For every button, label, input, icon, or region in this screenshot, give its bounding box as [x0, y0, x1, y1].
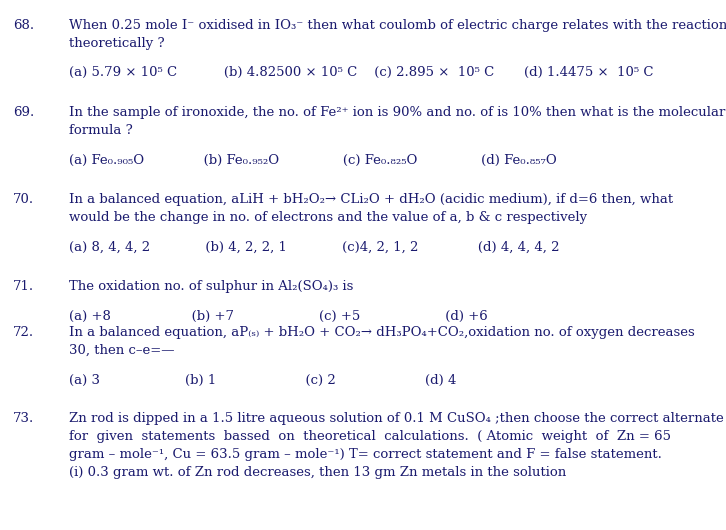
Text: (a) Fe₀.₉₀₅O              (b) Fe₀.₉₅₂O               (c) Fe₀.₈₂₅O               : (a) Fe₀.₉₀₅O (b) Fe₀.₉₅₂O (c) Fe₀.₈₂₅O	[69, 154, 557, 167]
Text: The oxidation no. of sulphur in Al₂(SO₄)₃ is: The oxidation no. of sulphur in Al₂(SO₄)…	[69, 280, 354, 293]
Text: 71.: 71.	[13, 280, 34, 293]
Text: formula ?: formula ?	[69, 124, 133, 137]
Text: 73.: 73.	[13, 412, 34, 426]
Text: gram – mole⁻¹, Cu = 63.5 gram – mole⁻¹) T= correct statement and F = false state: gram – mole⁻¹, Cu = 63.5 gram – mole⁻¹) …	[69, 448, 662, 462]
Text: theoretically ?: theoretically ?	[69, 37, 165, 50]
Text: (a) 5.79 × 10⁵ C           (b) 4.82500 × 10⁵ C    (c) 2.895 ×  10⁵ C       (d) 1: (a) 5.79 × 10⁵ C (b) 4.82500 × 10⁵ C (c)…	[69, 66, 653, 80]
Text: 68.: 68.	[13, 19, 34, 32]
Text: would be the change in no. of electrons and the value of a, b & c respectively: would be the change in no. of electrons …	[69, 211, 587, 225]
Text: (a) +8                   (b) +7                    (c) +5                    (d): (a) +8 (b) +7 (c) +5 (d)	[69, 310, 488, 323]
Text: 30, then c–e=—: 30, then c–e=—	[69, 344, 174, 357]
Text: In a balanced equation, aP₍ₛ₎ + bH₂O + CO₂→ dH₃PO₄+CO₂,oxidation no. of oxygen d: In a balanced equation, aP₍ₛ₎ + bH₂O + C…	[69, 326, 695, 339]
Text: 70.: 70.	[13, 193, 34, 207]
Text: for  given  statements  bassed  on  theoretical  calculations.  ( Atomic  weight: for given statements bassed on theoretic…	[69, 430, 671, 444]
Text: In the sample of ironoxide, the no. of Fe²⁺ ion is 90% and no. of is 10% then wh: In the sample of ironoxide, the no. of F…	[69, 106, 725, 119]
Text: Zn rod is dipped in a 1.5 litre aqueous solution of 0.1 M CuSO₄ ;then choose the: Zn rod is dipped in a 1.5 litre aqueous …	[69, 412, 724, 426]
Text: 69.: 69.	[13, 106, 34, 119]
Text: In a balanced equation, aLiH + bH₂O₂→ CLi₂O + dH₂O (acidic medium), if d=6 then,: In a balanced equation, aLiH + bH₂O₂→ CL…	[69, 193, 673, 207]
Text: 72.: 72.	[13, 326, 34, 339]
Text: (a) 3                    (b) 1                     (c) 2                     (d): (a) 3 (b) 1 (c) 2 (d)	[69, 374, 457, 387]
Text: When 0.25 mole I⁻ oxidised in IO₃⁻ then what coulomb of electric charge relates : When 0.25 mole I⁻ oxidised in IO₃⁻ then …	[69, 19, 726, 32]
Text: (i) 0.3 gram wt. of Zn rod decreases, then 13 gm Zn metals in the solution: (i) 0.3 gram wt. of Zn rod decreases, th…	[69, 466, 566, 480]
Text: (a) 8, 4, 4, 2             (b) 4, 2, 2, 1             (c)4, 2, 1, 2             : (a) 8, 4, 4, 2 (b) 4, 2, 2, 1 (c)4, 2, 1…	[69, 241, 560, 254]
